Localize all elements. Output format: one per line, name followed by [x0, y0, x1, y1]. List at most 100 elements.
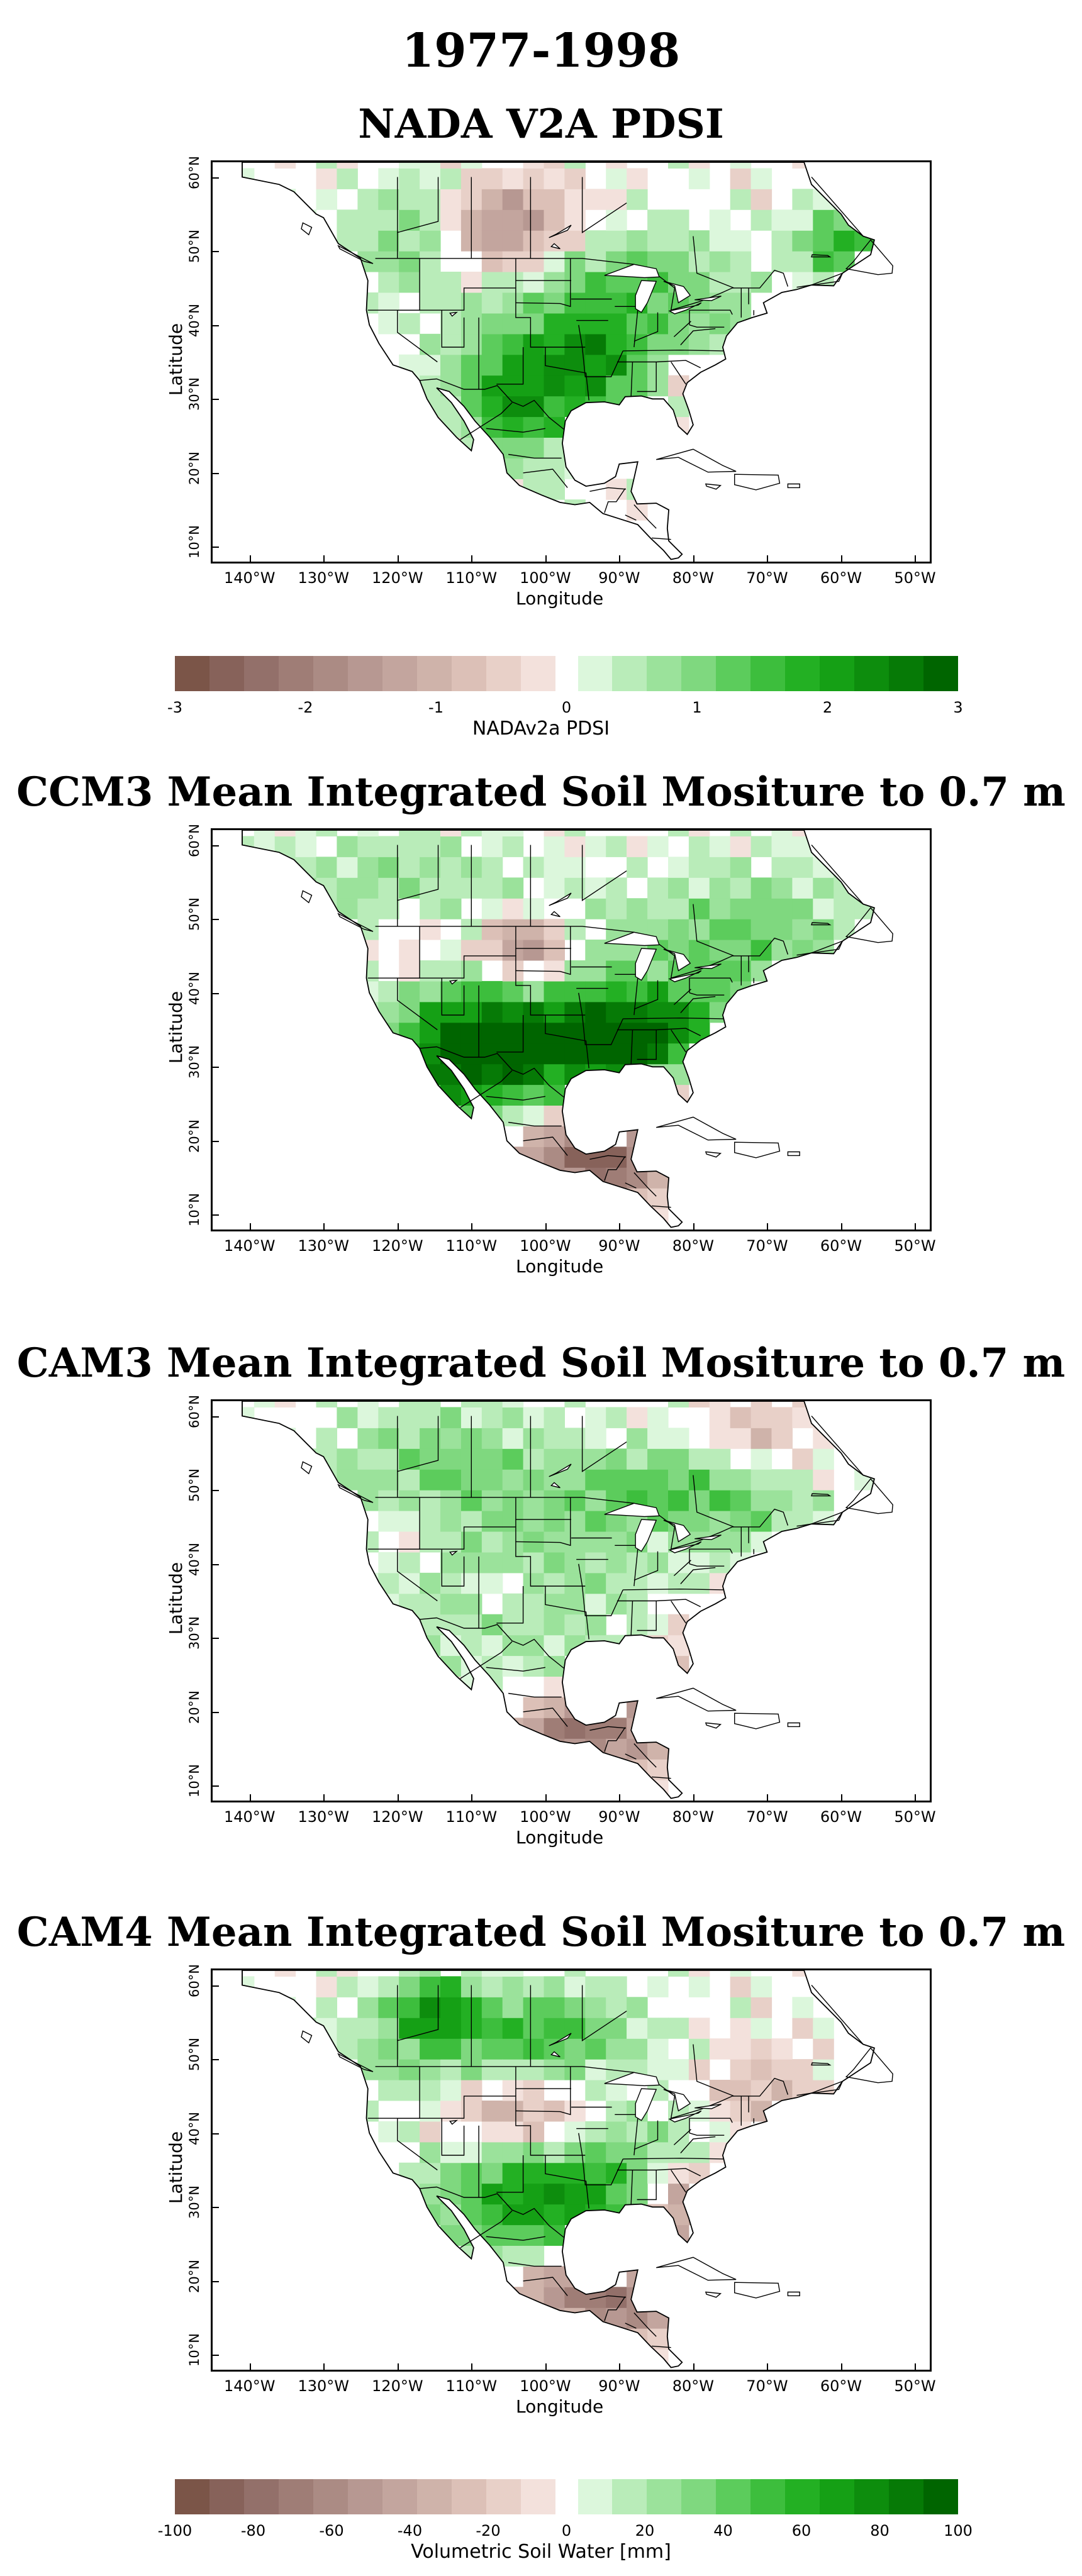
island-outline — [705, 1722, 722, 1729]
panel-title: CCM3 Mean Integrated Soil Mositure to 0.… — [16, 769, 1066, 816]
field-cell — [523, 1593, 545, 1615]
field-cell — [792, 251, 813, 272]
field-cell — [378, 1448, 399, 1470]
field-cell — [647, 898, 669, 919]
field-cell — [523, 1448, 545, 1470]
field-cell — [585, 1407, 606, 1428]
field-cell — [544, 189, 565, 210]
lon-tickmark — [323, 1223, 325, 1230]
colorbar-swatch — [716, 656, 751, 691]
lon-tick-label: 130°W — [298, 2377, 350, 2395]
field-cell — [460, 940, 482, 961]
field-cell — [502, 1614, 524, 1636]
border-line — [581, 1416, 627, 1473]
field-cell — [688, 272, 710, 293]
lon-tick-label: 110°W — [445, 569, 498, 587]
field-cell — [502, 2121, 524, 2143]
field-cell — [585, 313, 606, 335]
field-cell — [585, 354, 606, 376]
field-cell — [585, 980, 606, 1002]
border-line — [633, 980, 659, 1010]
border-line — [811, 845, 864, 905]
colorbar-tick-label: -2 — [298, 699, 313, 716]
field-cell — [481, 2162, 503, 2184]
field-cell — [378, 189, 399, 210]
field-cell — [668, 251, 689, 272]
field-cell — [316, 168, 337, 189]
field-cell — [730, 2059, 752, 2080]
field-cell — [502, 1407, 524, 1428]
field-cell — [544, 940, 565, 961]
field-cell — [523, 1022, 545, 1044]
island-outline — [787, 1722, 800, 1728]
field-cell — [316, 877, 337, 899]
field-cell — [606, 1043, 627, 1065]
field-cell — [544, 272, 565, 293]
field-cell — [378, 877, 399, 899]
field-cell — [481, 830, 503, 836]
field-cell — [647, 2307, 669, 2329]
field-cell — [523, 2266, 545, 2287]
border-line — [589, 1726, 627, 1731]
border-line — [630, 1030, 633, 1064]
field-cell — [544, 1001, 565, 1023]
field-cell — [481, 1401, 503, 1407]
field-cell — [523, 1635, 545, 1657]
field-cell — [523, 1552, 545, 1574]
lon-tick-label: 110°W — [445, 2377, 498, 2395]
field-cell — [481, 168, 503, 189]
lat-tick-label: 20°N — [187, 451, 202, 485]
lon-tick-label: 130°W — [298, 1808, 350, 1826]
field-cell — [544, 1718, 565, 1739]
field-cell — [792, 209, 813, 231]
field-cell — [709, 1572, 731, 1594]
lon-tick-label: 50°W — [894, 569, 936, 587]
field-cell — [564, 2183, 586, 2205]
field-cell — [564, 1676, 586, 1697]
field-cell — [647, 333, 669, 355]
lat-tick-label: 40°N — [187, 2111, 202, 2145]
colorbar-tick-label: -60 — [319, 2522, 344, 2540]
island-outline — [787, 2291, 800, 2297]
border-line — [623, 1588, 724, 1591]
field-cell — [523, 458, 545, 479]
lake-outline — [604, 264, 660, 279]
lon-tickmark — [619, 1223, 621, 1230]
lon-tickmark — [545, 2363, 547, 2370]
field-cell — [647, 877, 669, 899]
field-cell — [254, 830, 276, 836]
border-line — [616, 1028, 701, 1036]
field-cell — [606, 2328, 627, 2350]
lon-tickmark — [249, 2363, 251, 2370]
border-line — [811, 177, 864, 237]
field-cell — [564, 2287, 586, 2308]
lon-tick-label: 80°W — [672, 569, 715, 587]
field-cell — [440, 2162, 462, 2184]
field-cell — [295, 209, 317, 231]
field-cell — [750, 1490, 772, 1511]
field-cell — [730, 919, 752, 940]
island-outline — [796, 940, 844, 956]
field-cell — [585, 2287, 606, 2308]
field-cell — [523, 2245, 545, 2267]
field-cell — [523, 272, 545, 293]
colorbar-swatch — [923, 656, 959, 691]
field-cell — [378, 1469, 399, 1491]
field-cell — [585, 1614, 606, 1636]
lake-outline — [694, 1535, 722, 1540]
field-cell — [750, 940, 772, 961]
field-cell — [399, 1428, 420, 1449]
field-cell — [523, 416, 545, 438]
field-cell — [606, 333, 627, 355]
colorbar-swatch — [209, 2479, 245, 2514]
colorbar-swatch — [820, 2479, 855, 2514]
field-cell — [481, 2121, 503, 2143]
field-cell — [668, 1552, 689, 1574]
field-cell — [481, 2018, 503, 2039]
field-cell — [440, 836, 462, 857]
field-cell — [481, 1552, 503, 1574]
field-cell — [606, 2018, 627, 2039]
lon-tick-label: 100°W — [520, 569, 571, 587]
field-cell — [502, 1043, 524, 1065]
field-cell — [647, 292, 669, 314]
